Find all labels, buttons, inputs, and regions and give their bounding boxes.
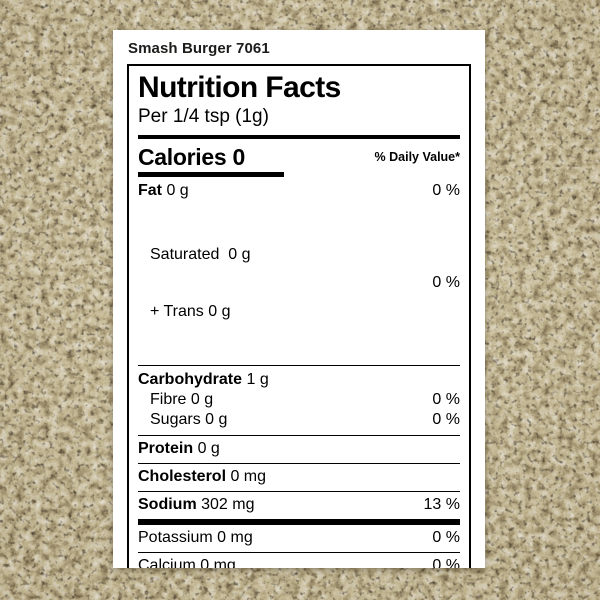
- divider-thin: [138, 435, 460, 436]
- nutrient-name: Protein: [138, 440, 194, 457]
- divider-thick: [138, 519, 460, 525]
- nutrient-amount: 0 mg: [195, 557, 236, 568]
- nutrient-dv: 0 %: [432, 557, 460, 568]
- nutrient-name-amount: Carbohydrate 1 g: [138, 371, 269, 389]
- product-name: Smash Burger 7061: [128, 40, 270, 57]
- daily-value-header: % Daily Value*: [374, 150, 460, 164]
- nutrient-name-amount: Potassium 0 mg: [138, 529, 253, 547]
- calories-underline: [138, 172, 284, 177]
- calories-row: Calories 0 % Daily Value*: [138, 146, 460, 177]
- saturated-line: Saturated 0 g: [150, 246, 251, 263]
- nutrient-name-amount: Fibre 0 g: [138, 391, 213, 409]
- trans-line: + Trans 0 g: [150, 303, 231, 320]
- nutrient-amount: 0 g: [200, 411, 228, 428]
- nutrient-name: Sodium: [138, 496, 197, 513]
- nutrient-row-saturated-trans: Saturated 0 g + Trans 0 g 0 %: [138, 205, 460, 365]
- nutrient-amount: 0 mg: [226, 468, 267, 485]
- nutrient-amount: 302 mg: [196, 496, 255, 513]
- nutrient-amount: 0 g: [162, 182, 189, 199]
- nutrient-row-fat: Fat 0 g 0 %: [138, 177, 460, 205]
- nutrition-facts-title: Nutrition Facts: [138, 71, 341, 104]
- nutrient-row-fibre: Fibre 0 g 0 %: [138, 390, 460, 410]
- calories-block: Calories 0: [138, 146, 284, 177]
- nutrient-name-amount: Calcium 0 mg: [138, 557, 236, 568]
- nutrient-dv: 0 %: [432, 182, 460, 199]
- nutrient-name-amount: Fat 0 g: [138, 182, 189, 200]
- nutrient-amount: 0 g: [186, 391, 214, 408]
- nutrient-row-sodium: Sodium 302 mg 13 %: [138, 492, 460, 519]
- calories-value: Calories 0: [138, 144, 245, 170]
- nutrient-row-potassium: Potassium 0 mg 0 %: [138, 525, 460, 552]
- nutrient-name: Carbohydrate: [138, 371, 243, 388]
- divider-thin: [138, 552, 460, 553]
- divider-thin: [138, 463, 460, 464]
- serving-size: Per 1/4 tsp (1g): [138, 106, 269, 127]
- nutrient-name: Potassium: [138, 529, 213, 546]
- nutrient-dv: 0 %: [432, 274, 460, 291]
- nutrient-name-amount: Sugars 0 g: [138, 411, 227, 429]
- nutrient-name: Cholesterol: [138, 468, 227, 485]
- nutrient-name: Sugars: [150, 411, 201, 428]
- nutrient-dv: 0 %: [432, 411, 460, 428]
- nutrient-amount: 1 g: [242, 371, 269, 388]
- nutrient-name-amount: Sodium 302 mg: [138, 496, 254, 514]
- nutrient-amount: 0 g: [193, 440, 220, 457]
- divider-thin: [138, 491, 460, 492]
- nutrient-name: Fibre: [150, 391, 187, 408]
- nutrient-name: Calcium: [138, 557, 196, 568]
- label-card: Smash Burger 7061 Nutrition Facts Per 1/…: [113, 30, 485, 568]
- nutrient-name-amount: Protein 0 g: [138, 440, 220, 458]
- nutrient-row-calcium: Calcium 0 mg 0 %: [138, 553, 460, 568]
- nutrient-row-carbohydrate: Carbohydrate 1 g: [138, 366, 460, 390]
- nutrient-dv: 0 %: [432, 529, 460, 546]
- nutrient-name-amount: Cholesterol 0 mg: [138, 468, 266, 486]
- nutrient-dv: 13 %: [423, 496, 460, 513]
- nutrient-row-cholesterol: Cholesterol 0 mg: [138, 464, 460, 491]
- nutrient-name: Fat: [138, 182, 162, 199]
- nutrition-facts-panel: Nutrition Facts Per 1/4 tsp (1g) Calorie…: [127, 64, 471, 568]
- nutrient-row-protein: Protein 0 g: [138, 436, 460, 463]
- nutrient-dv: 0 %: [432, 391, 460, 408]
- saturated-trans-lines: Saturated 0 g + Trans 0 g: [138, 207, 251, 359]
- divider-thin: [138, 365, 460, 366]
- divider-thick-top: [138, 135, 460, 139]
- nutrient-row-sugars: Sugars 0 g 0 %: [138, 410, 460, 435]
- nutrient-amount: 0 mg: [212, 529, 253, 546]
